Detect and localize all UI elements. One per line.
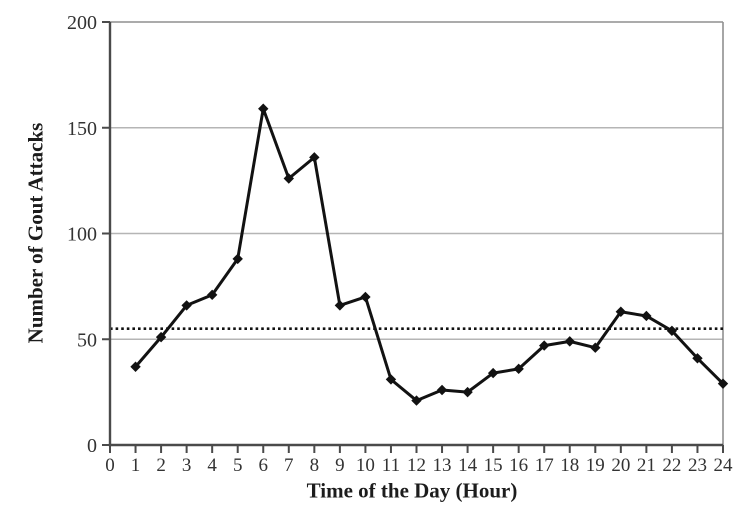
data-point-marker (309, 152, 320, 163)
x-tick-label: 21 (637, 455, 656, 476)
data-line (134, 107, 725, 403)
x-tick-label: 1 (131, 455, 141, 476)
y-tick-label: 50 (77, 329, 97, 351)
x-tick-label: 10 (356, 455, 375, 476)
x-tick-label: 11 (382, 455, 400, 476)
x-tick-label: 17 (535, 455, 554, 476)
x-tick-label: 7 (284, 455, 294, 476)
x-tick-label: 3 (182, 455, 192, 476)
x-tick-label: 6 (259, 455, 269, 476)
x-tick-label: 24 (714, 455, 734, 476)
data-point-marker (232, 253, 243, 265)
y-tick-label: 150 (67, 118, 97, 140)
data-point-marker (334, 300, 346, 311)
x-tick-label: 23 (688, 455, 707, 476)
data-point-marker (436, 384, 448, 396)
x-tick-label: 16 (509, 455, 528, 476)
data-point-marker (181, 300, 192, 311)
x-tick-label: 13 (433, 455, 452, 476)
x-tick-label: 8 (310, 455, 320, 476)
data-point-marker (513, 363, 524, 375)
data-point-marker (411, 395, 422, 406)
data-point-marker (258, 103, 269, 114)
x-tick-label: 5 (233, 455, 243, 476)
x-tick-label: 18 (560, 455, 579, 476)
x-tick-label: 15 (484, 455, 503, 476)
data-point-marker (564, 336, 575, 347)
data-point-marker (641, 310, 652, 322)
data-point-marker (155, 331, 167, 343)
y-tick-label: 0 (87, 435, 97, 457)
data-point-marker (206, 289, 218, 301)
x-tick-label: 19 (586, 455, 605, 476)
data-point-marker (615, 306, 627, 317)
data-point-marker (130, 361, 141, 372)
data-point-marker (462, 386, 473, 398)
data-point-marker (666, 325, 678, 336)
data-point-marker (385, 374, 397, 385)
x-tick-label: 22 (662, 455, 681, 476)
data-point-marker (692, 353, 703, 364)
y-tick-label: 100 (67, 224, 97, 246)
data-point-marker (487, 367, 499, 379)
x-axis-title: Time of the Day (Hour) (306, 478, 518, 503)
x-tick-label: 20 (611, 455, 630, 476)
data-point-marker (590, 342, 601, 353)
x-tick-label: 2 (156, 455, 166, 476)
x-tick-label: 9 (335, 455, 345, 476)
data-point-marker (283, 173, 294, 184)
x-tick-label: 12 (407, 455, 426, 476)
y-tick-label: 200 (67, 12, 97, 34)
x-tick-label: 0 (105, 455, 115, 476)
x-tick-label: 14 (458, 455, 478, 476)
x-tick-label: 4 (207, 455, 217, 476)
data-point-marker (539, 340, 550, 351)
y-axis-title: Number of Gout Attacks (23, 122, 48, 344)
data-point-marker (360, 291, 371, 303)
data-point-marker (717, 378, 729, 389)
